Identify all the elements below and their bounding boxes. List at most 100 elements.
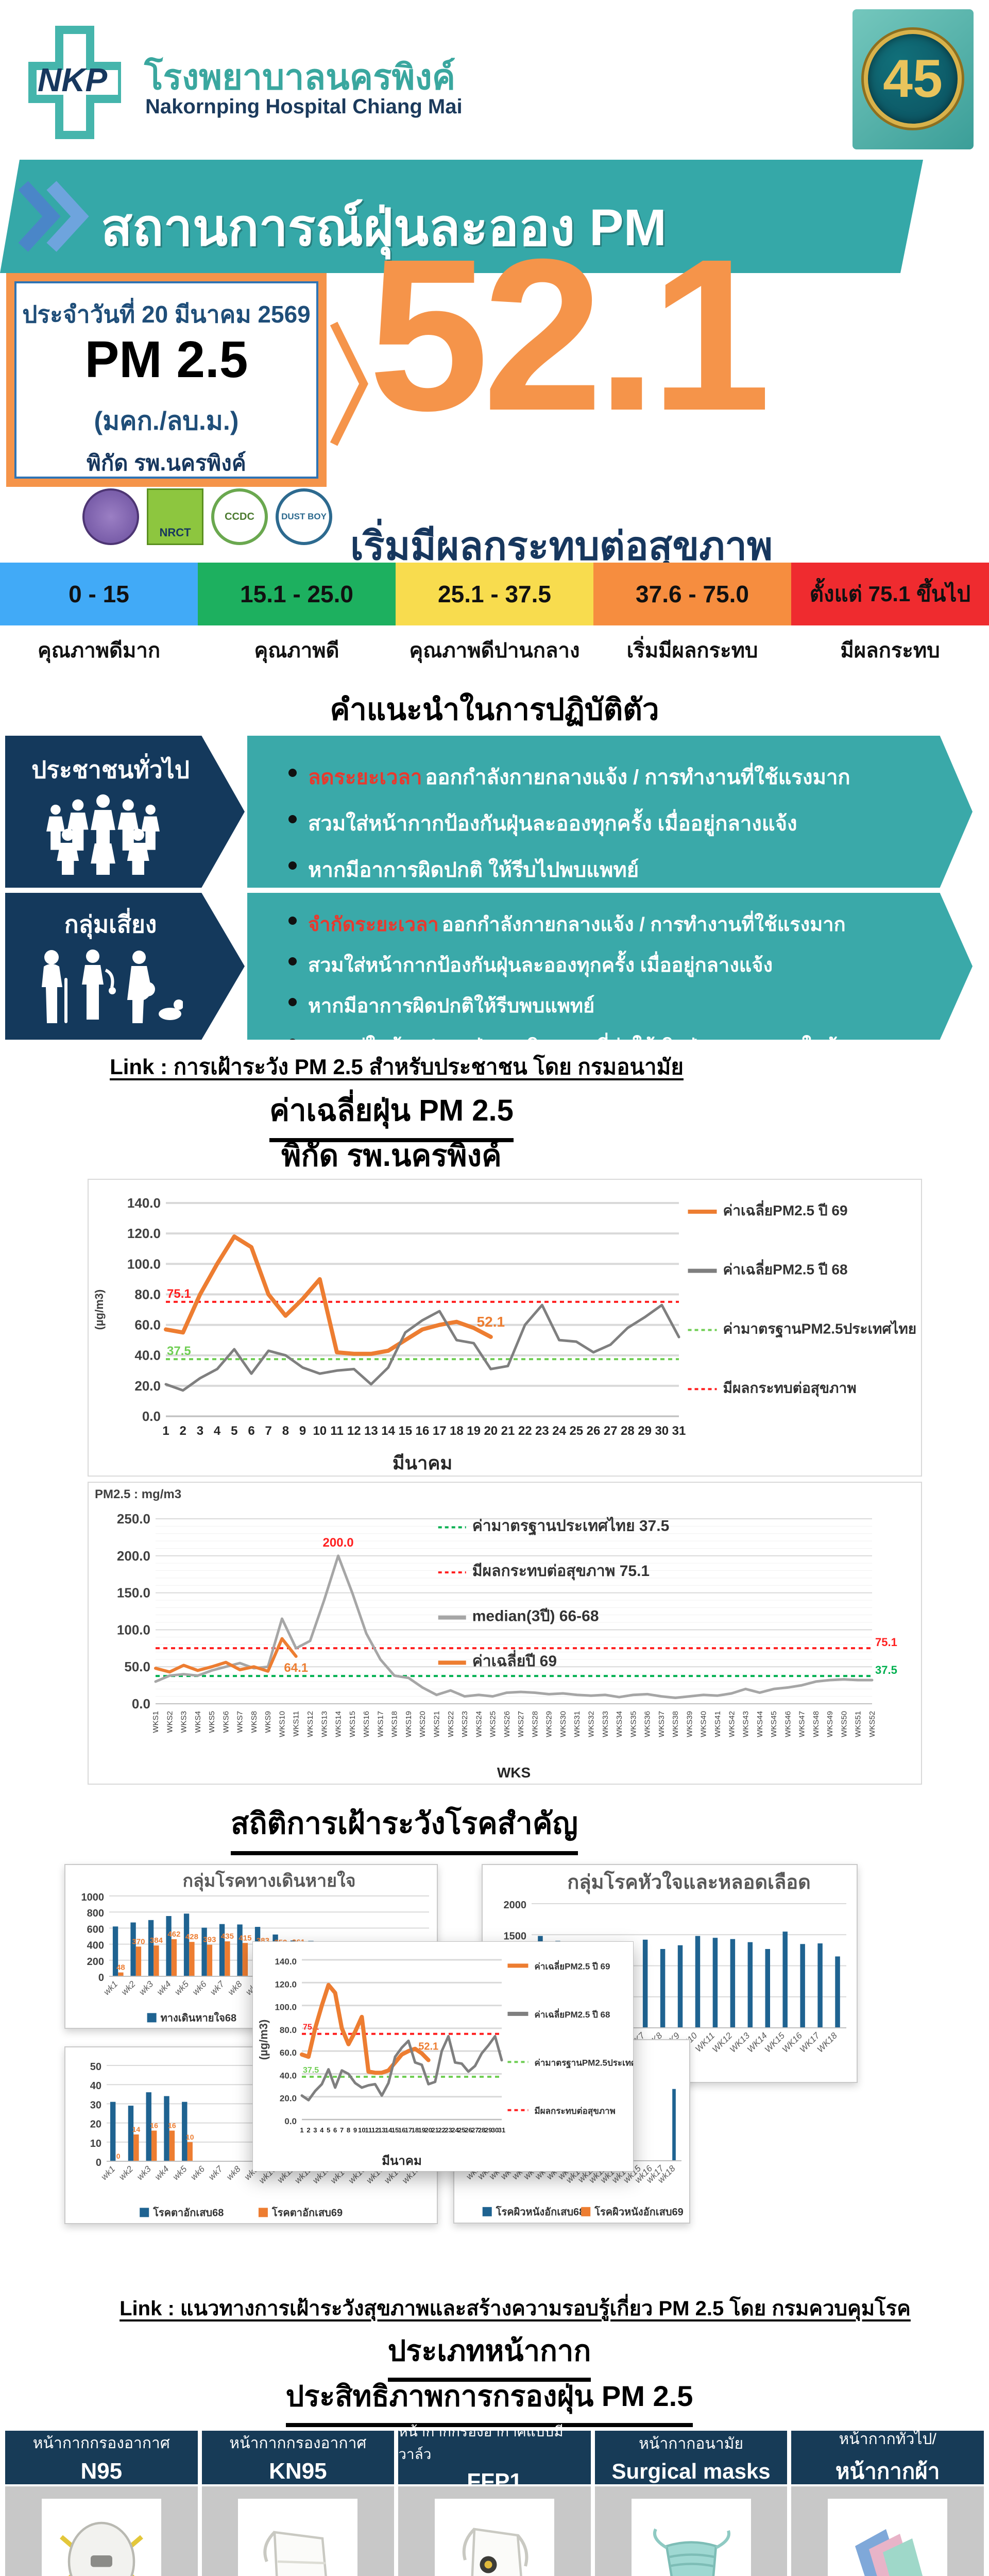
bullet-dot-icon — [288, 815, 297, 823]
svg-text:7: 7 — [265, 1424, 272, 1438]
svg-text:WKS38: WKS38 — [671, 1711, 680, 1737]
svg-text:100.0: 100.0 — [127, 1256, 161, 1272]
svg-text:12: 12 — [347, 1424, 361, 1438]
svg-text:WKS42: WKS42 — [727, 1711, 736, 1737]
svg-text:10: 10 — [313, 1424, 327, 1438]
svg-text:WKS34: WKS34 — [615, 1711, 624, 1737]
svg-text:ค่ามาตรฐานPM2.5ประเทศไทย: ค่ามาตรฐานPM2.5ประเทศไทย — [534, 2057, 633, 2069]
kn95-mask-icon — [263, 2531, 328, 2576]
cloth-masks-icon — [855, 2529, 923, 2576]
svg-text:10: 10 — [90, 2138, 101, 2149]
svg-text:wk8: wk8 — [226, 1979, 244, 1997]
svg-text:โรคตาอักเสบ68: โรคตาอักเสบ68 — [152, 2206, 224, 2218]
svg-text:800: 800 — [87, 1908, 104, 1919]
svg-text:23: 23 — [445, 2126, 452, 2134]
partner-logo-ccdc-icon: CCDC — [211, 488, 268, 545]
svg-text:20.0: 20.0 — [280, 2094, 297, 2104]
link-health-dept[interactable]: Link : การเฝ้าระวัง PM 2.5 สำหรับประชาชน… — [110, 1055, 684, 1079]
svg-text:ทางเดินหายใจ68: ทางเดินหายใจ68 — [161, 2011, 237, 2024]
svg-text:16: 16 — [398, 2126, 405, 2134]
mask-column-cloth: หน้ากากทั่วไป/หน้ากากผ้า ป้องกันฝุ่นหยาบ… — [791, 2431, 984, 2576]
svg-text:40: 40 — [90, 2080, 101, 2092]
svg-text:200.0: 200.0 — [117, 1548, 150, 1564]
svg-text:WKS3: WKS3 — [180, 1711, 189, 1733]
partner-logo-nrct-icon: NRCT — [147, 488, 203, 545]
n95-mask-icon — [59, 2521, 143, 2576]
svg-text:37.5: 37.5 — [167, 1344, 191, 1358]
svg-text:370: 370 — [132, 1937, 145, 1946]
aqi-label-5: มีผลกระทบ — [840, 639, 940, 662]
svg-text:150.0: 150.0 — [117, 1585, 150, 1601]
svg-text:WKS29: WKS29 — [545, 1711, 554, 1737]
svg-text:14: 14 — [385, 2126, 393, 2134]
svg-text:100.0: 100.0 — [117, 1622, 150, 1637]
partner-logo-ccdc-label: CCDC — [225, 511, 254, 522]
svg-text:WKS48: WKS48 — [812, 1711, 821, 1737]
svg-text:โรคผิวหนังอักเสบ69: โรคผิวหนังอักเสบ69 — [594, 2206, 684, 2218]
svg-text:0.0: 0.0 — [284, 2116, 297, 2126]
svg-text:wk4: wk4 — [153, 2164, 171, 2182]
svg-text:WKS21: WKS21 — [432, 1711, 441, 1737]
svg-text:29: 29 — [638, 1424, 652, 1438]
svg-text:WKS17: WKS17 — [376, 1711, 385, 1737]
svg-text:มีผลกระทบต่อสุขภาพ: มีผลกระทบต่อสุขภาพ — [534, 2106, 615, 2116]
svg-text:15: 15 — [398, 1424, 412, 1438]
svg-text:WKS32: WKS32 — [587, 1711, 596, 1737]
svg-text:5: 5 — [231, 1424, 237, 1438]
partner-logo-research-icon — [82, 488, 139, 545]
pollutant-unit: (มคก./ลบ.ม.) — [94, 406, 239, 435]
svg-text:250.0: 250.0 — [117, 1511, 150, 1527]
link-health-dept-wrap: Link : การเฝ้าระวัง PM 2.5 สำหรับประชาชน… — [0, 1050, 793, 1084]
aqi-band-5: ตั้งแต่ 75.1 ขึ้นไป — [791, 563, 989, 625]
advice-heading-text: คำแนะนำในการปฏิบัติตัว — [330, 685, 659, 741]
svg-text:19: 19 — [418, 2126, 425, 2134]
link-cdc[interactable]: Link : แนวทางการเฝ้าระวังสุขภาพและสร้างค… — [120, 2297, 911, 2320]
aqi-band-3: 25.1 - 37.5 — [396, 563, 593, 625]
svg-text:1: 1 — [300, 2126, 303, 2134]
svg-text:8: 8 — [347, 2126, 350, 2134]
svg-text:7: 7 — [340, 2126, 344, 2134]
svg-text:400: 400 — [87, 1940, 104, 1952]
svg-text:(µg/m3): (µg/m3) — [257, 2020, 270, 2060]
svg-text:8: 8 — [282, 1424, 289, 1438]
aqi-label-3: คุณภาพดีปานกลาง — [409, 639, 580, 662]
anniversary-art: 45 — [852, 9, 974, 149]
aqi-scale: 0 - 15 15.1 - 25.0 25.1 - 37.5 37.6 - 75… — [0, 563, 989, 625]
svg-text:5: 5 — [327, 2126, 330, 2134]
advice-general-body: ลดระยะเวลา ออกกำลังกายกลางแจ้ง / การทำงาน… — [247, 736, 973, 888]
svg-text:WKS39: WKS39 — [685, 1711, 694, 1737]
svg-text:PM2.5 : mg/m3: PM2.5 : mg/m3 — [95, 1487, 181, 1501]
svg-text:WKS4: WKS4 — [194, 1711, 202, 1733]
svg-text:21: 21 — [501, 1424, 515, 1438]
svg-text:27: 27 — [604, 1424, 618, 1438]
svg-text:0: 0 — [116, 2152, 121, 2160]
svg-text:WKS27: WKS27 — [517, 1711, 525, 1737]
svg-text:โรคตาอักเสบ69: โรคตาอักเสบ69 — [271, 2206, 343, 2218]
svg-text:18: 18 — [412, 2126, 419, 2134]
mask-title-2-wrap: ประสิทธิภาพการกรองฝุ่น PM 2.5 — [0, 2373, 979, 2427]
svg-text:WKS8: WKS8 — [250, 1711, 259, 1733]
svg-text:wk1: wk1 — [99, 2164, 117, 2182]
svg-text:กลุ่มโรคทางเดินหายใจ: กลุ่มโรคทางเดินหายใจ — [182, 1870, 355, 1892]
partner-logo-nrct-label: NRCT — [159, 526, 191, 539]
svg-text:18: 18 — [450, 1424, 464, 1438]
daily-value-card: ประจำวันที่ 20 มีนาคม 2569 PM 2.5 (มคก./… — [6, 273, 327, 487]
svg-text:WKS12: WKS12 — [306, 1711, 315, 1737]
svg-text:6: 6 — [248, 1424, 254, 1438]
bullet-dot-icon — [288, 1039, 297, 1040]
svg-text:0: 0 — [96, 2157, 101, 2168]
svg-text:WKS25: WKS25 — [489, 1711, 498, 1737]
svg-text:29: 29 — [485, 2126, 492, 2134]
svg-text:WKS28: WKS28 — [531, 1711, 539, 1737]
svg-text:wk2: wk2 — [120, 1979, 138, 1997]
ffp1-valve-mask-icon — [462, 2528, 528, 2576]
svg-text:มีนาคม: มีนาคม — [382, 2154, 422, 2168]
svg-text:WKS20: WKS20 — [418, 1711, 427, 1737]
svg-text:wk5: wk5 — [171, 2164, 189, 2182]
svg-text:4: 4 — [214, 1424, 221, 1438]
advice-heading: คำแนะนำในการปฏิบัติตัว — [0, 685, 989, 741]
svg-text:1: 1 — [162, 1424, 169, 1438]
